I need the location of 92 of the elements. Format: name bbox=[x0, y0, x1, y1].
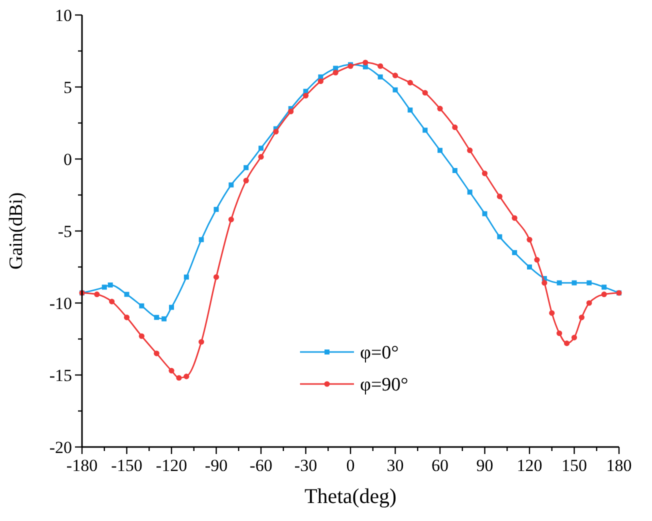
point bbox=[318, 78, 324, 84]
point bbox=[176, 375, 182, 381]
x-tick-label: 0 bbox=[346, 456, 355, 475]
point bbox=[496, 194, 502, 200]
point bbox=[586, 280, 592, 286]
point bbox=[362, 64, 368, 70]
point bbox=[169, 304, 174, 310]
point bbox=[184, 374, 190, 380]
point bbox=[407, 80, 413, 86]
point bbox=[154, 350, 160, 356]
x-tick-label: 30 bbox=[386, 456, 404, 475]
y-tick-label: -15 bbox=[49, 366, 72, 385]
legend-label: φ=0° bbox=[360, 342, 399, 364]
point bbox=[258, 154, 264, 160]
point bbox=[288, 108, 294, 114]
point bbox=[168, 368, 174, 374]
point bbox=[422, 128, 428, 133]
legend-label: φ=90° bbox=[360, 374, 408, 396]
point bbox=[332, 70, 338, 76]
point bbox=[542, 280, 548, 286]
point bbox=[198, 339, 204, 345]
point bbox=[526, 236, 532, 242]
point bbox=[482, 211, 488, 216]
point bbox=[571, 334, 578, 340]
point bbox=[392, 87, 398, 92]
x-tick-label: 60 bbox=[432, 456, 448, 475]
point bbox=[258, 146, 264, 151]
point bbox=[586, 300, 592, 306]
point bbox=[154, 314, 160, 320]
point bbox=[452, 124, 458, 130]
point bbox=[438, 148, 442, 153]
point bbox=[162, 316, 167, 322]
point bbox=[139, 303, 144, 308]
point bbox=[452, 168, 458, 174]
y-tick-label: -20 bbox=[49, 438, 72, 457]
point bbox=[184, 274, 189, 280]
x-tick-label: -120 bbox=[156, 456, 188, 475]
point bbox=[273, 128, 279, 134]
point bbox=[497, 234, 502, 240]
point bbox=[556, 330, 562, 336]
point bbox=[482, 170, 488, 176]
y-axis-title: Gain(dBi) bbox=[6, 192, 27, 270]
x-tick-label: -150 bbox=[111, 456, 142, 475]
point bbox=[467, 148, 473, 154]
point bbox=[213, 274, 220, 280]
x-tick-label: -180 bbox=[66, 456, 98, 475]
point bbox=[362, 60, 368, 66]
point bbox=[392, 72, 398, 78]
point bbox=[549, 310, 555, 316]
point bbox=[302, 92, 309, 98]
point bbox=[578, 314, 585, 320]
point bbox=[422, 90, 428, 96]
point bbox=[198, 237, 204, 242]
point bbox=[601, 292, 607, 298]
point bbox=[214, 206, 219, 212]
point bbox=[244, 165, 249, 170]
point bbox=[228, 216, 234, 222]
point bbox=[109, 298, 115, 304]
y-tick-label: 0 bbox=[64, 150, 72, 169]
point bbox=[564, 340, 570, 346]
y-tick-label: -5 bbox=[58, 222, 72, 241]
point bbox=[408, 108, 413, 113]
point bbox=[572, 280, 577, 286]
point bbox=[512, 215, 518, 221]
x-tick-label: 150 bbox=[562, 456, 587, 475]
point bbox=[124, 292, 130, 297]
point bbox=[378, 74, 383, 80]
y-tick-label: -10 bbox=[49, 294, 72, 313]
point bbox=[228, 182, 234, 188]
point bbox=[94, 292, 100, 298]
y-tick-label: 5 bbox=[64, 78, 72, 97]
x-tick-label: -90 bbox=[204, 456, 228, 475]
point bbox=[602, 284, 607, 290]
point bbox=[108, 282, 113, 288]
point bbox=[243, 178, 249, 184]
point bbox=[527, 264, 532, 270]
point bbox=[378, 63, 384, 69]
point bbox=[124, 314, 130, 320]
point bbox=[437, 106, 443, 112]
point bbox=[102, 284, 107, 290]
point bbox=[512, 250, 518, 256]
y-tick-label: 10 bbox=[55, 6, 72, 25]
x-tick-label: 120 bbox=[516, 456, 542, 475]
point bbox=[556, 280, 562, 286]
point bbox=[138, 333, 144, 339]
point bbox=[467, 190, 472, 195]
point bbox=[534, 257, 540, 263]
x-axis-title: Theta(deg) bbox=[304, 484, 397, 508]
x-tick-label: 90 bbox=[476, 456, 494, 475]
x-tick-label: 180 bbox=[606, 456, 632, 475]
x-tick-label: -30 bbox=[294, 456, 318, 475]
x-tick-label: -60 bbox=[250, 456, 272, 475]
